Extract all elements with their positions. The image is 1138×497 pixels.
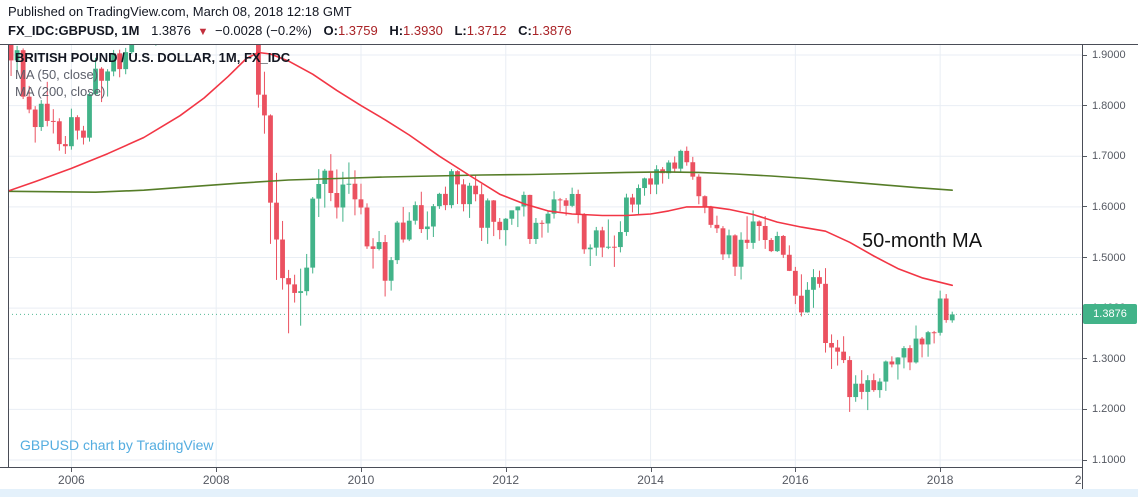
time-tick-label: 2016 xyxy=(781,473,809,487)
price-tick-label: 1.6000 xyxy=(1092,200,1126,213)
price-tick-label: 1.8000 xyxy=(1092,99,1126,112)
legend-ma200-label[interactable]: MA (200, close) xyxy=(15,84,106,99)
time-axis[interactable]: 2006 2008 2010 2012 2014 2016 2018 202 xyxy=(0,468,1082,489)
time-tick-label: 2014 xyxy=(637,473,664,487)
ma-annotation-label: 50-month MA xyxy=(862,230,983,252)
price-tick-mark xyxy=(1083,408,1087,410)
time-tick-label: 2010 xyxy=(347,473,375,487)
high-label: H: xyxy=(389,23,404,38)
time-tick-label: 2006 xyxy=(58,473,85,487)
symbol-info-bar: FX_IDC:GBPUSD, 1M 1.3876 ▼ −0.0028 (−0.2… xyxy=(8,23,572,38)
time-tick-label: 202 xyxy=(1074,473,1082,487)
price-tick-mark xyxy=(1083,459,1087,461)
price-tick-label: 1.2000 xyxy=(1092,403,1126,416)
price-axis[interactable]: 1.90001.80001.70001.60001.50001.40001.30… xyxy=(1083,45,1138,489)
time-tick-mark xyxy=(940,468,942,472)
time-tick-mark xyxy=(360,468,362,472)
open-label: O: xyxy=(323,23,338,38)
chart-legend: BRITISH POUND / U.S. DOLLAR, 1M, FX_IDC … xyxy=(15,49,290,100)
watermark-link[interactable]: GBPUSD chart by TradingView xyxy=(20,437,214,453)
legend-symbol-title: BRITISH POUND / U.S. DOLLAR, 1M, FX_IDC xyxy=(15,50,291,65)
price-tick-label: 1.1000 xyxy=(1092,454,1126,466)
price-tick-label: 1.5000 xyxy=(1092,251,1126,264)
time-tick-label: 2018 xyxy=(926,473,954,487)
price-tick-label: 1.9000 xyxy=(1092,49,1126,61)
time-tick-mark xyxy=(650,468,652,472)
price-down-arrow-icon: ▼ xyxy=(197,26,209,38)
time-tick-mark xyxy=(505,468,507,472)
price-tick-mark xyxy=(1083,206,1087,208)
close-value: 1.3876 xyxy=(531,23,572,38)
price-tick-mark xyxy=(1083,155,1087,157)
price-tick-mark xyxy=(1083,257,1087,258)
grid-layer xyxy=(8,45,1082,467)
low-label: L: xyxy=(454,23,467,38)
plot-top-border xyxy=(0,44,1138,45)
time-tick-mark xyxy=(795,468,797,472)
legend-ma50-label[interactable]: MA (50, close) xyxy=(15,67,99,82)
last-price: 1.3876 xyxy=(151,23,191,38)
low-value: 1.3712 xyxy=(466,23,507,38)
price-tick-label: 1.3000 xyxy=(1092,352,1126,365)
ma200-line xyxy=(8,171,954,193)
price-tick-mark xyxy=(1083,105,1087,107)
high-value: 1.3930 xyxy=(403,23,443,38)
plot-left-border xyxy=(8,44,9,467)
current-price-badge: 1.3876 xyxy=(1083,304,1137,324)
price-tick-label: 1.7000 xyxy=(1092,150,1126,163)
plot-right-border xyxy=(1082,44,1083,489)
time-tick-mark xyxy=(71,468,73,472)
time-tick-label: 2008 xyxy=(202,473,230,487)
published-line: Published on TradingView.com, March 08, … xyxy=(8,4,352,19)
symbol-name: FX_IDC:GBPUSD, 1M xyxy=(8,23,140,38)
time-tick-mark xyxy=(216,468,218,472)
price-tick-mark xyxy=(1083,358,1087,360)
time-tick-label: 2012 xyxy=(492,473,520,487)
price-tick-mark xyxy=(1083,54,1087,56)
plot-bottom-border xyxy=(0,467,1138,468)
close-label: C: xyxy=(518,23,532,38)
ma50-line xyxy=(8,51,954,287)
open-value: 1.3759 xyxy=(337,23,378,38)
price-change: −0.0028 (−0.2%) xyxy=(215,23,312,38)
